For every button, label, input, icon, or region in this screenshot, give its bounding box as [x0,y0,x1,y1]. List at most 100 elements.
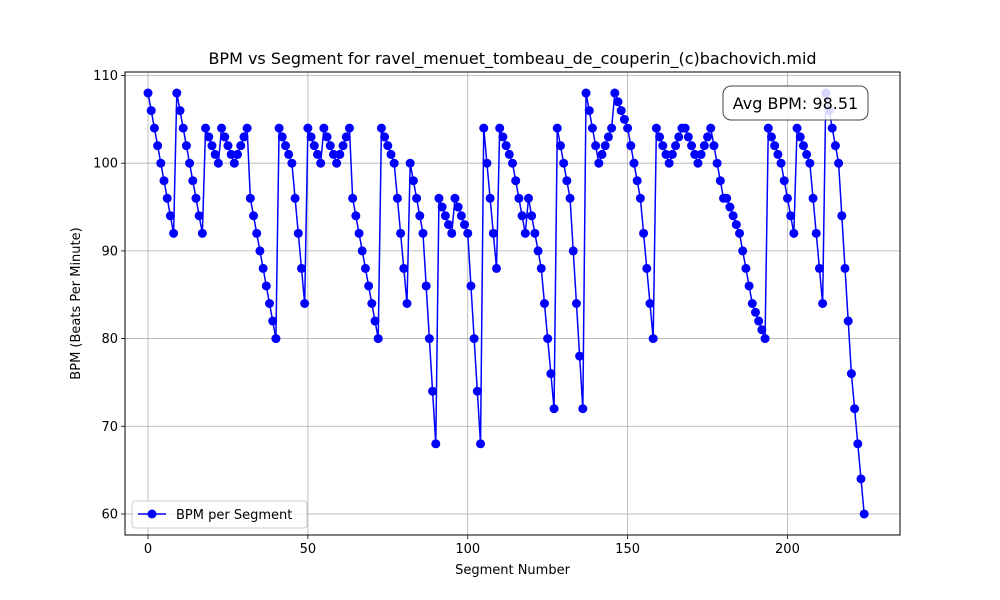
data-point [830,141,840,151]
data-point [396,228,406,238]
data-point [277,132,287,142]
data-point [156,158,166,168]
data-point [699,141,709,151]
data-point [271,334,281,344]
data-point [178,123,188,133]
data-point [472,386,482,396]
data-point [175,106,185,116]
data-point [527,211,537,221]
data-point [300,299,310,308]
data-point [645,299,655,308]
x-tick-label: 100 [455,542,480,557]
y-tick-label: 90 [101,244,118,259]
data-point [591,141,601,151]
data-point [367,299,377,308]
data-point [859,509,869,519]
x-axis-label: Segment Number [455,563,571,578]
data-point [386,149,396,159]
data-point [722,193,732,203]
legend-label: BPM per Segment [176,508,292,523]
data-point [715,176,725,186]
data-point [399,263,409,273]
data-point [773,149,783,159]
data-point [674,132,684,142]
legend-box [131,500,308,529]
data-point [217,123,227,133]
data-point [463,228,473,238]
data-point [581,88,591,98]
y-axis-label: BPM (Beats Per Minute) [69,227,84,379]
data-point [223,141,233,151]
data-point [683,132,693,142]
data-point [328,149,338,159]
data-point [469,334,479,344]
data-point [850,404,860,414]
series-bpm-per-segment [143,88,869,519]
data-point [603,132,613,142]
data-point [575,351,585,361]
axis-ticks: 0 50 100 150 200 60 70 80 90 100 110 [93,69,800,557]
data-point [517,211,527,221]
data-point [853,439,863,449]
data-point [309,141,319,151]
data-point [814,263,824,273]
data-point [172,88,182,98]
data-point [213,158,223,168]
data-point [456,211,466,221]
data-point [763,123,773,133]
data-point [744,281,754,291]
legend: BPM per Segment [131,500,308,529]
data-point [782,193,792,203]
data-point [766,132,776,142]
data-point [460,220,470,230]
data-point [418,228,428,238]
data-point [239,132,249,142]
data-point [667,149,677,159]
data-point [539,299,549,308]
data-point [725,202,735,212]
data-point [523,193,533,203]
data-point [508,158,517,168]
y-tick-label: 70 [101,420,118,435]
data-point [159,176,169,186]
data-point [249,211,259,221]
data-point [818,299,828,308]
data-point [405,158,415,168]
data-point [476,439,486,449]
data-point [680,123,690,133]
data-point [229,158,239,168]
data-point [571,299,581,308]
data-point [658,141,668,151]
data-point [811,228,821,238]
data-point [642,263,652,273]
data-point [370,316,380,326]
data-point [770,141,780,151]
data-point [754,316,764,326]
data-point [495,123,505,133]
data-point [233,149,243,159]
data-point [741,263,751,273]
data-point [245,193,255,203]
data-point [357,246,367,256]
data-point [565,193,575,203]
data-point [338,141,348,151]
data-point [687,141,697,151]
data-point [162,193,172,203]
data-point [600,141,610,151]
data-point [587,123,597,133]
data-point [181,141,191,151]
data-point [332,158,342,168]
data-point [520,228,530,238]
data-point [437,202,447,212]
data-point [380,132,390,142]
data-point [287,158,297,168]
data-point [750,307,760,317]
data-point [424,334,434,344]
plot-frame [124,71,901,536]
data-point [786,211,796,221]
data-point [143,88,153,98]
data-point [504,149,514,159]
data-point [664,158,674,168]
data-point [757,325,767,335]
